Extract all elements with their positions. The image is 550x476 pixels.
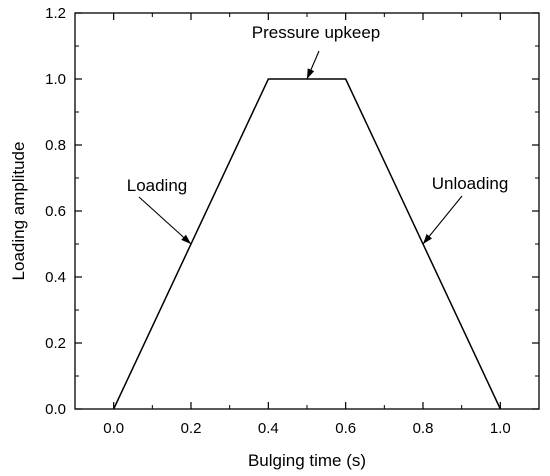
annotation-arrow [422,195,463,245]
y-tick-label: 1.0 [45,71,66,88]
x-tick-label: 0.4 [258,420,279,437]
y-tick-label: 0.4 [45,269,66,286]
x-axis-title: Bulging time (s) [248,451,366,470]
x-tick-label: 1.0 [490,420,511,437]
annotations: Loading Pressure upkeep Unloading [127,23,509,245]
y-axis-title: Loading amplitude [9,142,28,281]
annotation-arrowhead [181,234,191,244]
x-tick-label: 0.0 [103,420,124,437]
annotation-label: Loading [127,176,188,195]
x-tick-labels: 0.0 0.2 0.4 0.6 0.8 1.0 [103,420,511,437]
tick-marks [75,12,539,410]
x-tick-label: 0.8 [413,420,434,437]
annotation-label: Unloading [432,174,509,193]
y-tick-labels: 0.0 0.2 0.4 0.6 0.8 1.0 1.2 [45,5,66,418]
y-tick-label: 0.8 [45,137,66,154]
annotation-arrowhead [307,68,315,79]
plot-frame [74,12,540,410]
x-tick-label: 0.2 [181,420,202,437]
y-tick-label: 1.2 [45,5,66,22]
annotation-label: Pressure upkeep [252,23,381,42]
y-tick-label: 0.6 [45,203,66,220]
y-tick-label: 0.2 [45,335,66,352]
annotation-arrowhead [423,234,433,244]
series-line [112,78,502,410]
y-tick-label: 0.0 [45,401,66,418]
x-tick-label: 0.6 [335,420,356,437]
annotation-arrow [138,196,192,245]
